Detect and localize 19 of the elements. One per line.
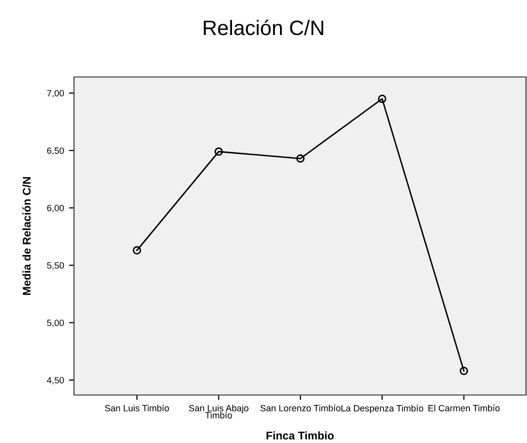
x-tick-label: San Luis Abajo Timbío [188,404,248,418]
y-tick-label: 6,50 [47,147,64,155]
point [132,246,142,255]
y-tick-label: 6,00 [47,204,64,212]
y-tick-label: 4,50 [46,377,64,384]
x-tick-label: El Carmen Timbío [428,404,500,412]
x-axis-title: Finca Timbio [266,431,334,440]
point [460,366,468,376]
y-tick-label: 7,00 [47,90,64,98]
x-tick-label: San Lorenzo Timbío [260,404,340,412]
y-tick-label: 5,50 [47,262,64,270]
point [296,154,305,163]
y-tick-label: 5,00 [47,320,64,328]
x-tick-label: La Despenza Timbío [341,404,424,414]
point [378,94,386,103]
x-tick-label: San Luis Timbío [104,404,169,412]
chart-title: Relación C/N [204,20,324,36]
y-axis-title: Media de Relación C/N [22,177,31,295]
point [214,147,223,156]
